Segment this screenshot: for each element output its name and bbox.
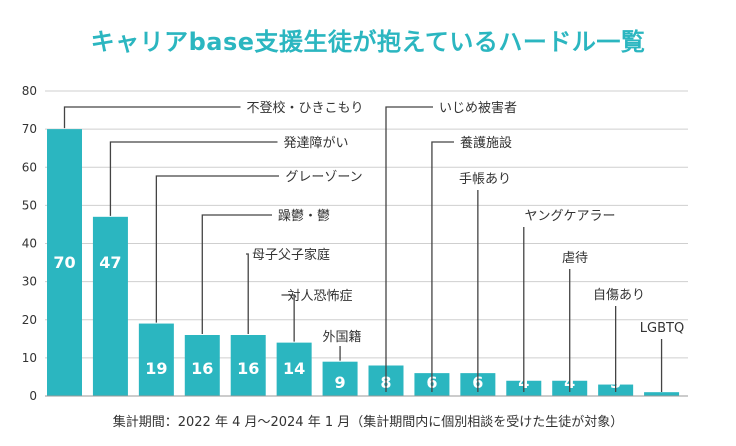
bar [230,335,266,396]
category-label: グレーゾーン [285,170,362,185]
y-tick-label: 0 [29,389,37,403]
collection-period-note: 集計期間：2022 年 4 月～2024 年 1 月（集計期間内に個別相談を受け… [112,415,624,430]
leader-line [385,106,433,392]
y-tick-label: 20 [22,313,37,327]
category-label: 不登校・ひきこもり [246,100,363,116]
bar-value-label: 70 [53,253,75,272]
category-label: 母子父子家庭 [252,247,330,263]
category-label: 発達障がい [283,136,348,151]
bar [276,342,312,396]
category-label: 虐待 [562,250,588,266]
leader-line [431,141,454,392]
category-label: 養護施設 [460,135,512,151]
bar-value-label: 19 [145,359,167,378]
category-label: 対人恐怖症 [287,288,352,304]
leader-line [155,175,279,323]
bar-value-label: 16 [191,359,213,378]
category-label: 外国籍 [322,329,361,345]
y-tick-label: 30 [22,275,37,289]
category-label: LGBTQ [640,321,684,336]
category-label: 躁鬱・鬱 [278,209,330,224]
bar [138,323,174,396]
bar-value-label: 14 [283,359,305,378]
bar [184,335,220,396]
category-label: いじめ被害者 [439,100,517,116]
category-label: ヤングケアラー [524,209,615,224]
y-tick-label: 50 [22,198,37,212]
y-tick-label: 40 [22,237,37,251]
y-tick-label: 80 [22,84,37,98]
leader-line [281,294,295,342]
bar-value-label: 9 [335,373,346,392]
category-label: 自傷あり [593,288,645,303]
chart-title: キャリアbase支援生徒が抱えているハードル一覧 [90,28,646,56]
bar-value-label: 47 [99,253,121,272]
leader-line [109,141,278,216]
category-label: 手帳あり [459,172,511,187]
y-tick-label: 60 [22,160,37,174]
bar [644,392,680,396]
bar [47,129,82,396]
y-tick-label: 70 [22,122,37,136]
bar [92,216,128,396]
leader-line [201,214,272,334]
leader-line [246,253,249,334]
leader-line [63,106,241,129]
bar [322,361,358,396]
bar-value-label: 16 [237,359,259,378]
y-tick-label: 10 [22,351,37,365]
